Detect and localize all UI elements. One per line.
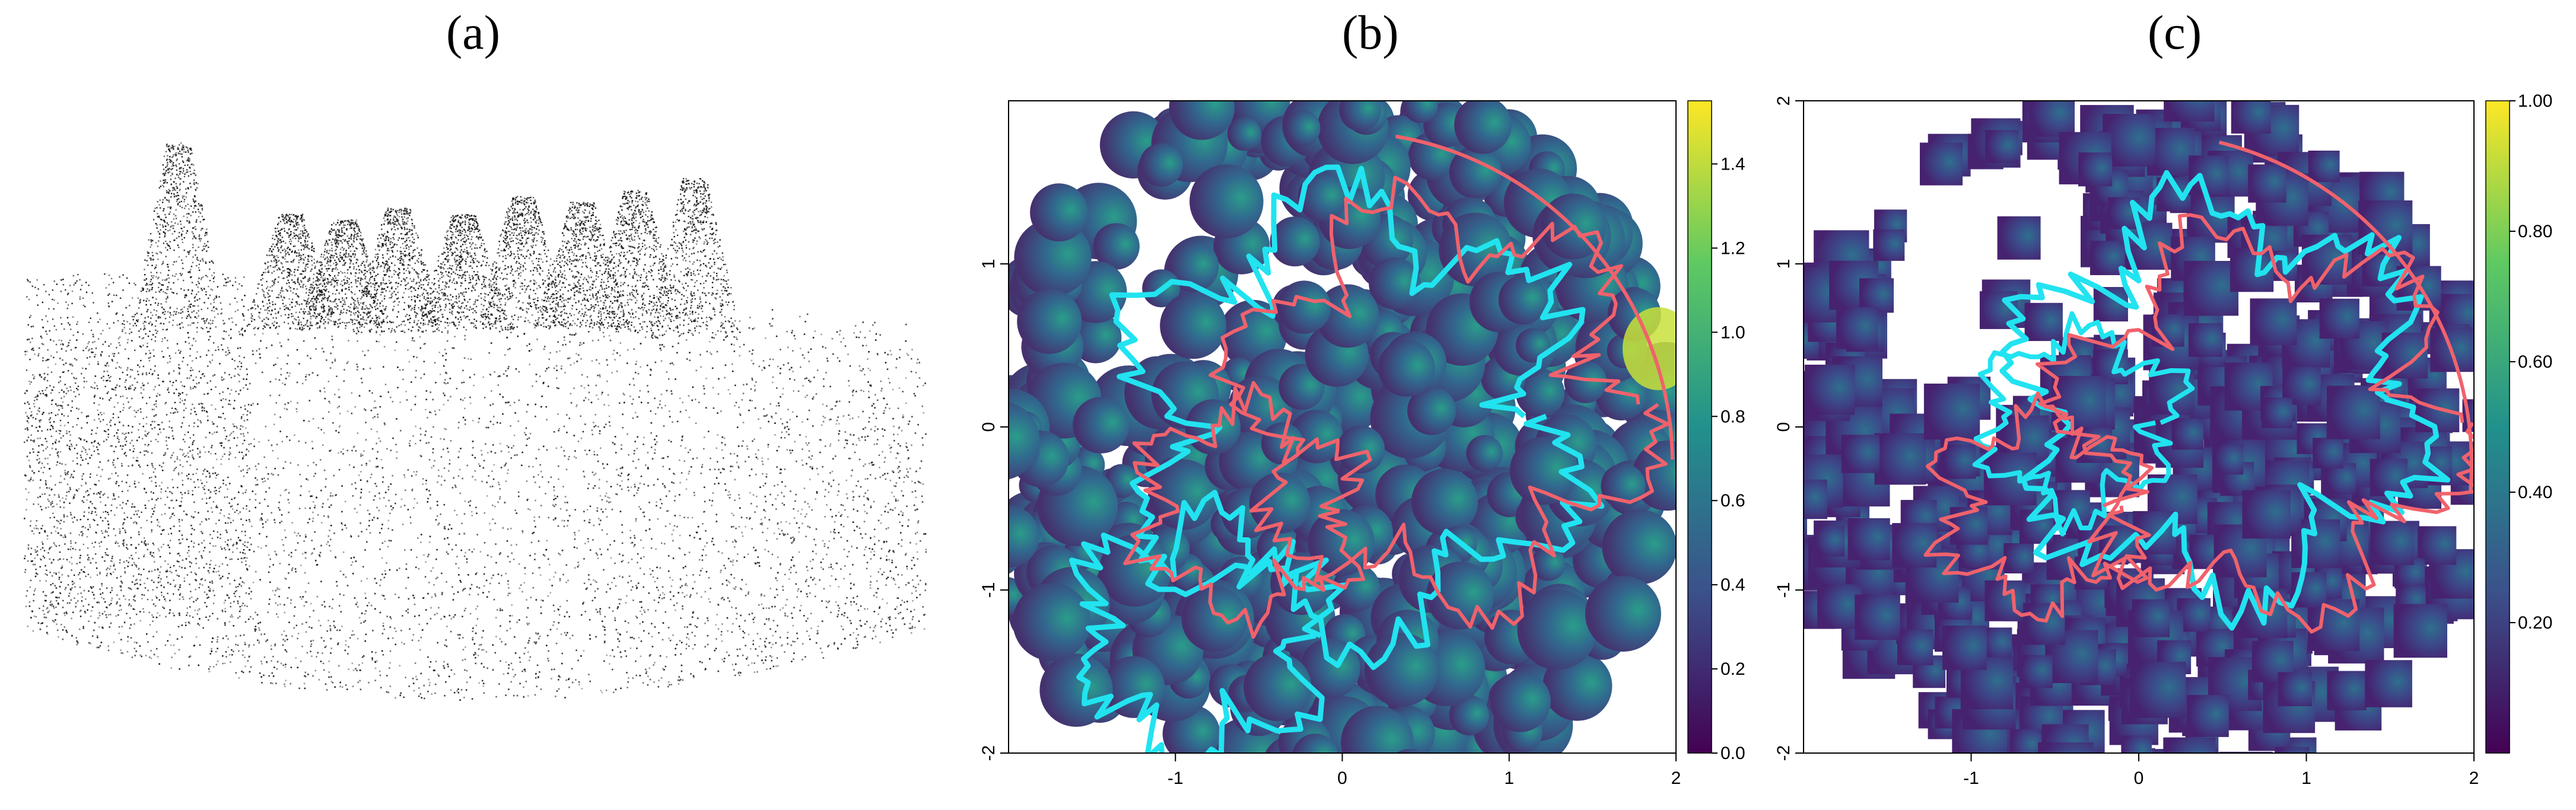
panel-label-b: (b) xyxy=(1342,5,1399,59)
colorbar-tick-label: 1.00 xyxy=(2518,91,2552,111)
point-cloud-image xyxy=(24,142,927,701)
colorbar-tick-label: 0.40 xyxy=(2518,483,2552,502)
y-tick-label: 0 xyxy=(979,422,998,432)
colorbar-tick-label: 1.2 xyxy=(1720,238,1745,258)
y-tick-label: -1 xyxy=(1774,582,1793,598)
x-tick-label: -1 xyxy=(1963,768,1979,788)
colorbar-tick-label: 0.8 xyxy=(1720,407,1745,426)
colorbar-tick-label: 0.0 xyxy=(1720,744,1745,763)
x-tick-label: 2 xyxy=(1671,768,1681,788)
colorbar xyxy=(2485,100,2510,754)
y-tick-label: -1 xyxy=(979,582,998,598)
panel-label-a: (a) xyxy=(446,5,501,59)
heatmap-panel-c: -1 0 1 2 -2 -1 0 1 2 0.20 0.40 0.60 0.80 1.00 xyxy=(1774,91,2552,788)
x-tick-label: 1 xyxy=(1504,768,1514,788)
point-cloud-points xyxy=(24,142,927,701)
colorbar-tick-label: 1.4 xyxy=(1720,154,1745,174)
y-tick-label: 1 xyxy=(1774,259,1793,269)
heatmap-panel-b: -1 0 1 2 -2 -1 0 1 0.0 0.2 0.4 0.6 0.8 1.0 1.2 1.4 xyxy=(979,100,1745,788)
colorbar-tick-label: 0.4 xyxy=(1720,575,1745,595)
panel-label-c: (c) xyxy=(2148,5,2202,59)
colorbar-tick-label: 0.2 xyxy=(1720,659,1745,679)
x-tick-label: 0 xyxy=(2134,768,2144,788)
colorbar-tick-label: 0.80 xyxy=(2518,222,2552,241)
x-tick-label: 0 xyxy=(1337,768,1347,788)
colorbar-tick-label: 0.20 xyxy=(2518,613,2552,633)
y-tick-label: 1 xyxy=(979,259,998,269)
heatmap-area-c xyxy=(1804,101,2474,753)
y-tick-label: 2 xyxy=(1774,96,1793,106)
colorbar xyxy=(1687,100,1712,754)
colorbar-tick-label: 0.60 xyxy=(2518,352,2552,372)
y-tick-label: 0 xyxy=(1774,422,1793,432)
x-tick-label: -1 xyxy=(1168,768,1184,788)
heatmap-area-b xyxy=(1009,101,1676,753)
x-tick-label: 1 xyxy=(2301,768,2311,788)
y-tick-label: -2 xyxy=(979,745,998,761)
x-tick-label: 2 xyxy=(2469,768,2479,788)
y-tick-label: -2 xyxy=(1774,745,1793,761)
colorbar-tick-label: 0.6 xyxy=(1720,491,1745,511)
colorbar-tick-label: 1.0 xyxy=(1720,323,1745,342)
